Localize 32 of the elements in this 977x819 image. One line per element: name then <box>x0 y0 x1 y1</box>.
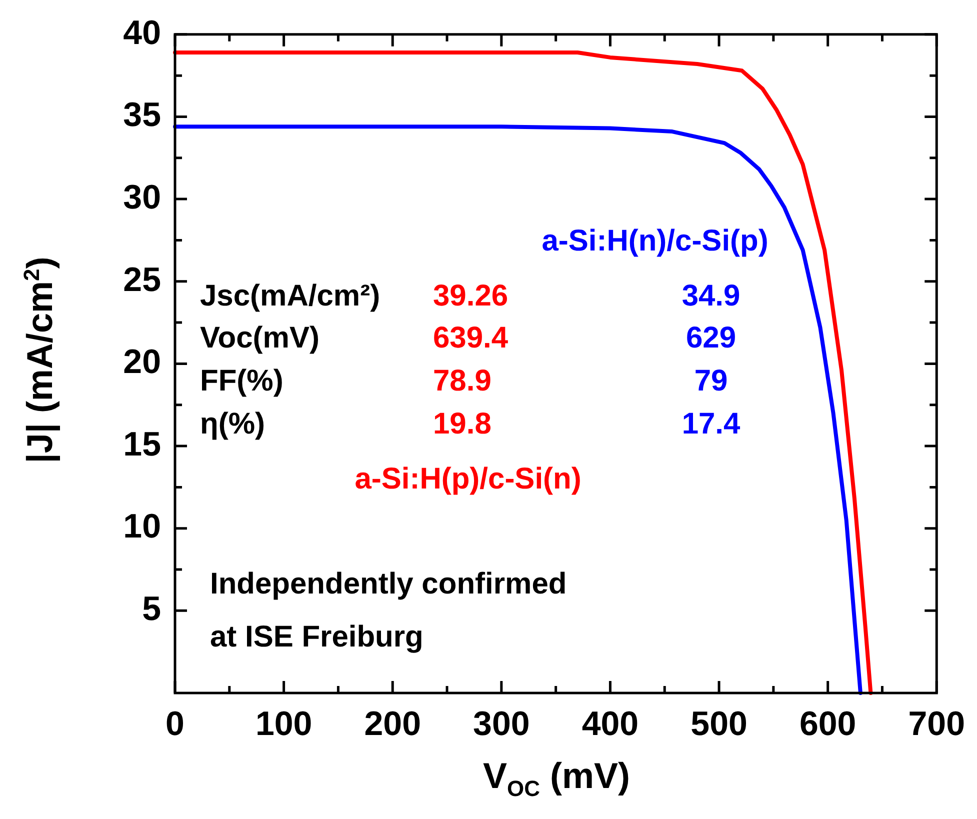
text: a-Si:H(p)/c-Si(n) <box>354 462 582 496</box>
annotation: Voc(mV) <box>200 321 320 354</box>
x-axis-title: V$_{OC}$ (mV) <box>483 755 630 802</box>
x-tick-label: 500 <box>690 704 748 743</box>
x-tick-label: 200 <box>364 704 421 743</box>
series-label: a-Si:H(n)/c-Si(p) <box>542 224 768 258</box>
annotation: FF(%) <box>200 364 284 398</box>
annotation: 39.26 <box>433 279 508 312</box>
annotation: 17.4 <box>682 407 741 440</box>
y-tick-label: 5 <box>142 590 161 628</box>
x-tick-label: 0 <box>166 704 184 743</box>
x-tick-label: 400 <box>582 704 639 743</box>
annotation: Independently confirmed at ISE Freiburg <box>210 567 567 654</box>
annotation: η(%) <box>200 407 265 440</box>
y-tick-label: 30 <box>123 178 161 216</box>
annotation: 639.4 <box>433 321 508 354</box>
y-tick-label: 35 <box>123 96 161 134</box>
annotation: 19.8 <box>433 407 492 440</box>
y-tick-label: 20 <box>123 343 161 382</box>
y-tick-label: 10 <box>123 508 161 546</box>
y-tick-label: 40 <box>123 14 161 52</box>
x-tick-label: 700 <box>908 704 966 743</box>
x-tick-label: 100 <box>255 704 312 743</box>
x-tick-label: 300 <box>473 704 530 743</box>
annotation: 79 <box>694 364 728 398</box>
annotation: Jsc(mA/cm²) <box>200 279 380 312</box>
x-tick-label: 600 <box>799 704 856 743</box>
annotation: 629 <box>686 321 736 354</box>
y-tick-label: 15 <box>123 425 161 464</box>
annotation: 34.9 <box>682 279 740 312</box>
annotation: 78.9 <box>433 364 492 398</box>
y-tick-label: 25 <box>123 260 161 299</box>
